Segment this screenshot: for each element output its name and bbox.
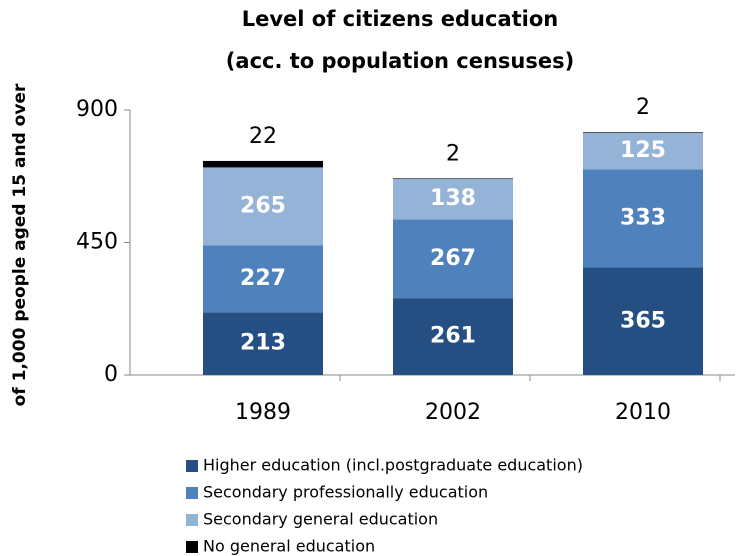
bar-segment (583, 169, 703, 268)
legend-swatch (186, 541, 198, 553)
x-tick-label: 2010 (615, 400, 671, 425)
legend-swatch (186, 460, 198, 472)
legend-label: Secondary professionally education (203, 483, 488, 502)
data-label: 138 (430, 186, 476, 211)
y-axis-label: of 1,000 people aged 15 and over (10, 83, 30, 406)
y-tick-label: 900 (76, 97, 118, 122)
bar-segment (393, 298, 513, 375)
bar-segment (583, 132, 703, 170)
legend-label: Secondary general education (203, 510, 438, 529)
data-label: 365 (620, 308, 666, 333)
bar-segment (583, 267, 703, 375)
bar-segment (393, 178, 513, 220)
data-label: 333 (620, 206, 666, 231)
bar-segment (203, 160, 323, 168)
data-label: 261 (430, 324, 476, 349)
bar-segment (203, 312, 323, 375)
chart-subtitle: (acc. to population censuses) (226, 49, 574, 73)
y-tick-label: 0 (104, 362, 118, 387)
bar-segment (203, 167, 323, 246)
bar-segment (203, 245, 323, 313)
data-label: 2 (446, 141, 460, 166)
data-label: 265 (240, 193, 286, 218)
bar-segment (393, 178, 513, 179)
bar-segment (583, 132, 703, 133)
data-label: 22 (249, 124, 277, 149)
x-tick-label: 2002 (425, 400, 481, 425)
bar-segment (393, 219, 513, 299)
legend-label: No general education (203, 537, 375, 556)
data-label: 125 (620, 138, 666, 163)
legend-label: Higher education (incl.postgraduate educ… (203, 456, 583, 475)
data-label: 227 (240, 266, 286, 291)
data-label: 267 (430, 246, 476, 271)
legend-swatch (186, 514, 198, 526)
chart-title: Level of citizens education (242, 7, 559, 31)
x-tick-label: 1989 (235, 400, 291, 425)
data-label: 213 (240, 331, 286, 356)
data-label: 2 (636, 95, 650, 120)
legend-swatch (186, 487, 198, 499)
y-tick-label: 450 (76, 230, 118, 255)
